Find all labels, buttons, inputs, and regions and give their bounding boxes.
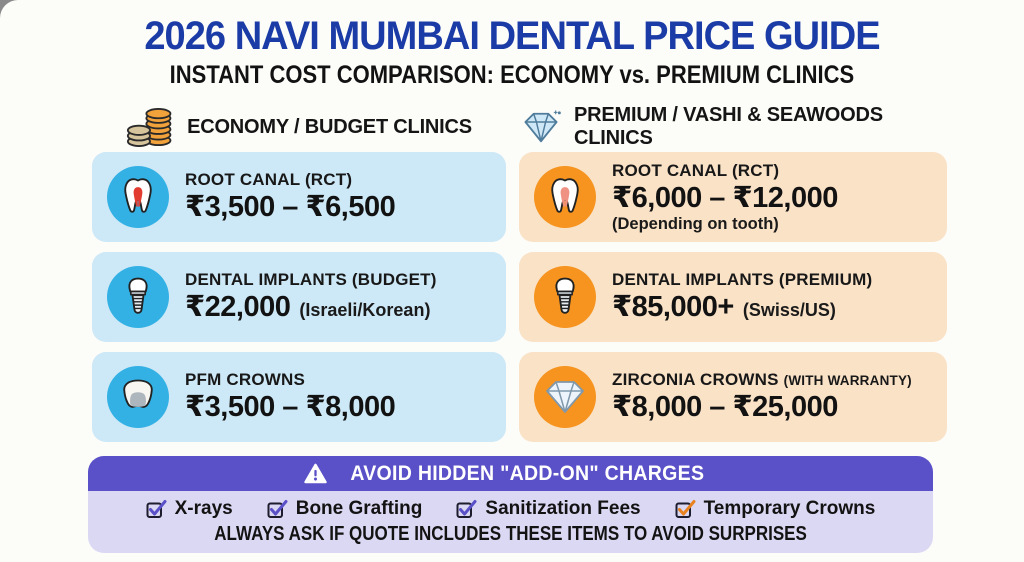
card-title: DENTAL IMPLANTS (BUDGET) <box>185 270 437 290</box>
card-price: ₹8,000 – ₹25,000 <box>612 391 838 424</box>
checklist-label: Bone Grafting <box>295 498 423 519</box>
checkbox-icon <box>267 499 289 519</box>
checkbox-icon <box>675 499 697 519</box>
premium-column-header: PREMIUM / VASHI & SEAWOODS CLINICS <box>519 104 947 150</box>
warning-triangle-icon <box>303 463 327 484</box>
price-card-economy-root-canal: ROOT CANAL (RCT) ₹3,500 – ₹6,500 <box>92 152 506 242</box>
zirconia-diamond-icon <box>534 366 596 428</box>
card-note: (Swiss/US) <box>742 300 836 321</box>
card-price: ₹85,000+ <box>612 291 734 324</box>
hidden-charges-section: AVOID HIDDEN "ADD-ON" CHARGES X-rays <box>88 456 933 553</box>
warning-footer: ALWAYS ASK IF QUOTE INCLUDES THESE ITEMS… <box>214 523 807 545</box>
checklist-label: Sanitization Fees <box>485 498 641 519</box>
economy-column-label: ECONOMY / BUDGET CLINICS <box>187 115 472 138</box>
card-title: ROOT CANAL (RCT) <box>185 170 353 190</box>
dental-implant-icon <box>534 266 596 328</box>
checklist-item-bone-grafting: Bone Grafting <box>267 498 423 520</box>
card-subnote: (Depending on tooth) <box>612 215 779 234</box>
tooth-root-canal-icon <box>534 166 596 228</box>
page-title: 2026 NAVI MUMBAI DENTAL PRICE GUIDE <box>144 14 880 58</box>
checklist-item-xrays: X-rays <box>146 498 233 520</box>
checklist-label: X-rays <box>174 498 233 519</box>
warning-banner: AVOID HIDDEN "ADD-ON" CHARGES <box>88 456 933 491</box>
warning-banner-label: AVOID HIDDEN "ADD-ON" CHARGES <box>350 461 704 485</box>
checkbox-icon <box>146 499 168 519</box>
card-price: ₹3,500 – ₹8,000 <box>185 391 396 424</box>
checklist-item-sanitization-fees: Sanitization Fees <box>456 498 641 520</box>
checkbox-icon <box>456 499 478 519</box>
card-note: (Israeli/Korean) <box>299 300 431 321</box>
price-card-economy-pfm-crowns: PFM CROWNS ₹3,500 – ₹8,000 <box>92 352 506 442</box>
tooth-root-canal-icon <box>107 166 169 228</box>
checklist-label: Temporary Crowns <box>703 498 876 519</box>
price-card-premium-root-canal: ROOT CANAL (RCT) ₹6,000 – ₹12,000 (Depen… <box>519 152 947 242</box>
card-title: ZIRCONIA CROWNS (WITH WARRANTY) <box>612 370 912 390</box>
price-card-premium-implants: DENTAL IMPLANTS (PREMIUM) ₹85,000+ (Swis… <box>519 252 947 342</box>
card-title: PFM CROWNS <box>185 370 306 390</box>
card-title: DENTAL IMPLANTS (PREMIUM) <box>612 270 873 290</box>
checklist-item-temporary-crowns: Temporary Crowns <box>675 498 876 520</box>
price-card-premium-zirconia-crowns: ZIRCONIA CROWNS (WITH WARRANTY) ₹8,000 –… <box>519 352 947 442</box>
price-card-economy-implants: DENTAL IMPLANTS (BUDGET) ₹22,000 (Israel… <box>92 252 506 342</box>
premium-column-label: PREMIUM / VASHI & SEAWOODS CLINICS <box>574 104 883 149</box>
price-cards-grid: ROOT CANAL (RCT) ₹3,500 – ₹6,500 ROOT CA… <box>92 152 947 442</box>
card-price: ₹6,000 – ₹12,000 <box>612 181 838 214</box>
card-price: ₹3,500 – ₹6,500 <box>185 191 396 224</box>
diamond-icon <box>519 109 563 146</box>
card-title: ROOT CANAL (RCT) <box>612 160 780 180</box>
addon-checklist: X-rays Bone Grafting <box>88 498 933 520</box>
pfm-crown-icon <box>107 366 169 428</box>
coins-icon <box>126 107 176 148</box>
column-headers: ECONOMY / BUDGET CLINICS PREMIUM / VASHI… <box>92 104 947 150</box>
card-price: ₹22,000 <box>185 291 291 324</box>
page-subtitle: INSTANT COST COMPARISON: ECONOMY vs. PRE… <box>169 61 855 89</box>
dental-implant-icon <box>107 266 169 328</box>
warning-body: X-rays Bone Grafting <box>88 491 933 553</box>
economy-column-header: ECONOMY / BUDGET CLINICS <box>92 104 506 150</box>
